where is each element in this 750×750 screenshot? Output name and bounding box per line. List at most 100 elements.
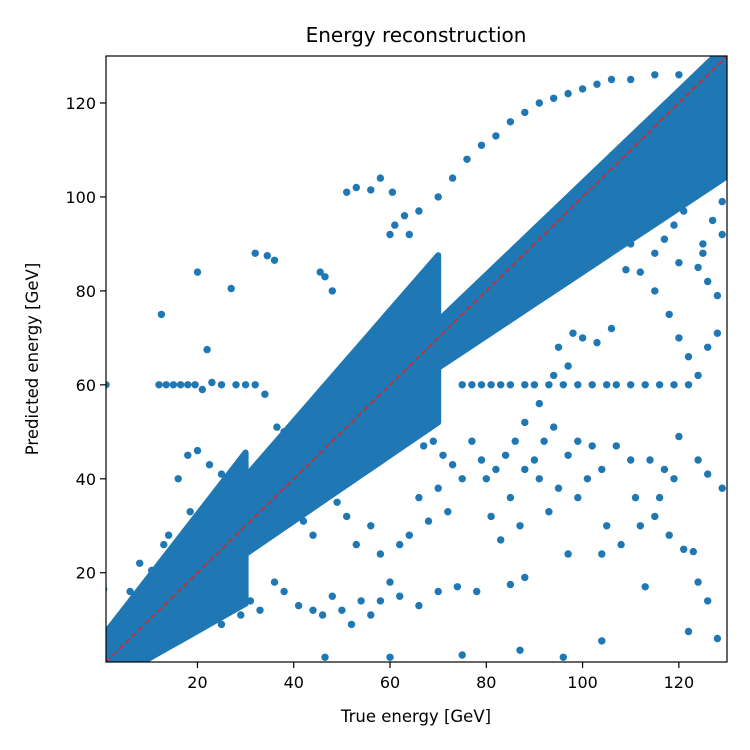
data-point <box>367 186 375 194</box>
data-point <box>506 580 515 589</box>
data-point <box>583 475 592 483</box>
data-point <box>511 437 519 445</box>
data-point <box>713 634 722 643</box>
data-point <box>497 381 505 389</box>
data-point <box>415 493 423 502</box>
data-point <box>299 517 308 525</box>
data-point <box>246 597 255 605</box>
data-point <box>612 442 620 450</box>
data-point <box>530 456 539 464</box>
data-point <box>415 207 423 215</box>
x-tick-label: 100 <box>567 673 598 692</box>
data-point <box>631 493 640 502</box>
plot-frame <box>105 55 728 663</box>
data-point <box>713 291 722 300</box>
data-point <box>694 263 702 272</box>
data-point <box>545 508 553 516</box>
data-point <box>708 216 717 225</box>
data-point <box>126 587 134 596</box>
data-points <box>106 71 726 661</box>
data-point <box>316 268 324 276</box>
data-point <box>198 385 206 394</box>
data-point <box>208 378 216 387</box>
data-point <box>660 465 669 474</box>
data-point <box>386 653 394 661</box>
data-point <box>694 371 702 380</box>
data-point <box>429 437 437 445</box>
data-point <box>694 578 702 586</box>
data-point <box>386 230 394 239</box>
data-point <box>448 461 457 469</box>
data-point <box>564 89 572 98</box>
data-point <box>256 606 264 614</box>
data-point <box>559 653 567 661</box>
data-point <box>665 531 673 539</box>
data-point <box>521 573 529 582</box>
data-point <box>263 252 271 260</box>
data-point <box>148 566 156 575</box>
data-point <box>477 141 486 149</box>
data-point <box>603 230 611 239</box>
data-point <box>506 493 515 502</box>
y-tick-label: 80 <box>76 282 96 301</box>
data-point <box>477 381 486 389</box>
data-point <box>680 545 688 553</box>
data-point <box>564 362 572 370</box>
data-point <box>506 381 515 389</box>
plot-area <box>106 56 727 662</box>
data-point <box>237 611 245 619</box>
data-point <box>280 587 288 596</box>
data-point <box>321 653 329 661</box>
data-point <box>564 451 572 459</box>
data-point <box>410 428 418 436</box>
data-point <box>617 540 625 549</box>
data-point <box>217 620 226 629</box>
data-point <box>578 334 587 342</box>
data-point <box>186 508 194 516</box>
data-point <box>217 381 226 389</box>
data-point <box>689 547 697 556</box>
data-point <box>598 550 606 558</box>
data-point <box>718 484 726 492</box>
data-point <box>388 188 397 196</box>
data-point <box>193 446 202 455</box>
data-point <box>559 381 567 389</box>
data-point <box>713 71 722 79</box>
data-point <box>636 268 644 276</box>
data-point <box>328 287 336 295</box>
data-point <box>227 601 235 610</box>
data-point <box>174 475 182 483</box>
data-point <box>323 479 332 488</box>
data-point <box>434 587 442 596</box>
data-point <box>545 381 553 389</box>
data-point <box>487 381 495 389</box>
reference-line <box>106 56 727 662</box>
data-point <box>689 193 697 201</box>
data-point <box>598 637 606 645</box>
data-point <box>347 620 356 629</box>
data-point <box>376 174 385 182</box>
data-point <box>554 484 563 492</box>
data-point <box>492 132 500 140</box>
y-tick-label: 120 <box>65 94 96 113</box>
data-point <box>376 550 385 558</box>
data-point <box>458 475 466 483</box>
data-point <box>675 259 683 267</box>
data-point <box>699 240 707 248</box>
data-point <box>309 531 317 539</box>
data-point <box>453 583 462 591</box>
data-point <box>574 437 582 445</box>
data-point <box>251 381 259 389</box>
data-point <box>636 522 644 530</box>
data-point <box>660 235 669 243</box>
data-point <box>415 601 423 610</box>
data-point <box>675 71 683 79</box>
data-point <box>405 230 413 239</box>
data-point <box>713 329 722 337</box>
data-point <box>162 381 170 389</box>
data-point <box>598 465 606 474</box>
data-point <box>603 522 611 530</box>
data-point <box>434 193 442 201</box>
point-cloud-band-3 <box>435 56 727 371</box>
